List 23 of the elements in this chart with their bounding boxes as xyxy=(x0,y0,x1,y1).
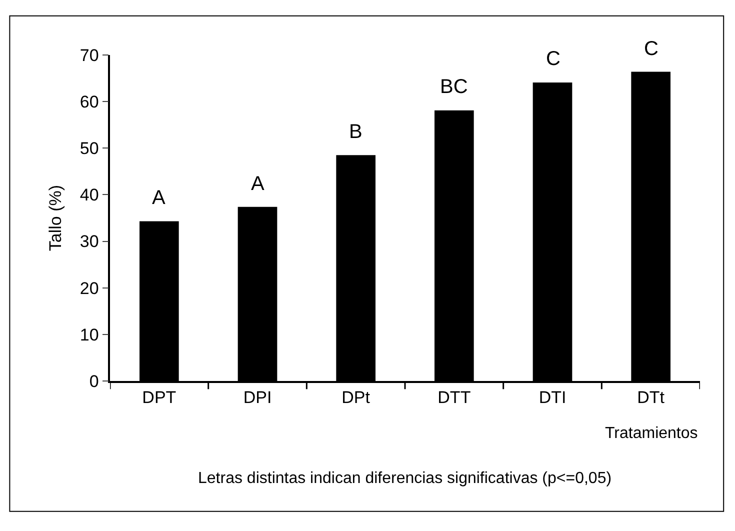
annotation: A xyxy=(251,173,265,195)
x-tick-label: DPt xyxy=(342,388,370,408)
x-tick-label: DTt xyxy=(637,388,665,408)
x-tick-label: DPT xyxy=(142,388,176,408)
y-tick-label: 20 xyxy=(80,278,99,298)
annotation: C xyxy=(546,48,560,70)
x-axis-title: Tratamientos xyxy=(605,425,698,442)
annotation: C xyxy=(644,38,658,60)
x-tick-label: DPI xyxy=(243,388,272,408)
y-tick-label: 10 xyxy=(80,325,99,344)
x-tick-label: DTT xyxy=(438,388,471,408)
y-tick-label: 0 xyxy=(89,372,99,391)
y-tick-label: 70 xyxy=(80,46,99,65)
x-tick-label: DTI xyxy=(538,388,566,408)
text: Letras distintas indican diferencias significativas (p<=0,05) xyxy=(198,470,612,487)
annotation: BC xyxy=(440,76,468,98)
y-tick-label: 40 xyxy=(80,186,99,205)
y-tick-label: 50 xyxy=(80,139,99,158)
y-tick-label: 60 xyxy=(80,92,99,112)
annotation: B xyxy=(349,121,362,143)
annotation: A xyxy=(152,187,166,209)
y-axis-title: Tallo (%) xyxy=(46,184,65,252)
y-tick-label: 30 xyxy=(80,232,99,252)
